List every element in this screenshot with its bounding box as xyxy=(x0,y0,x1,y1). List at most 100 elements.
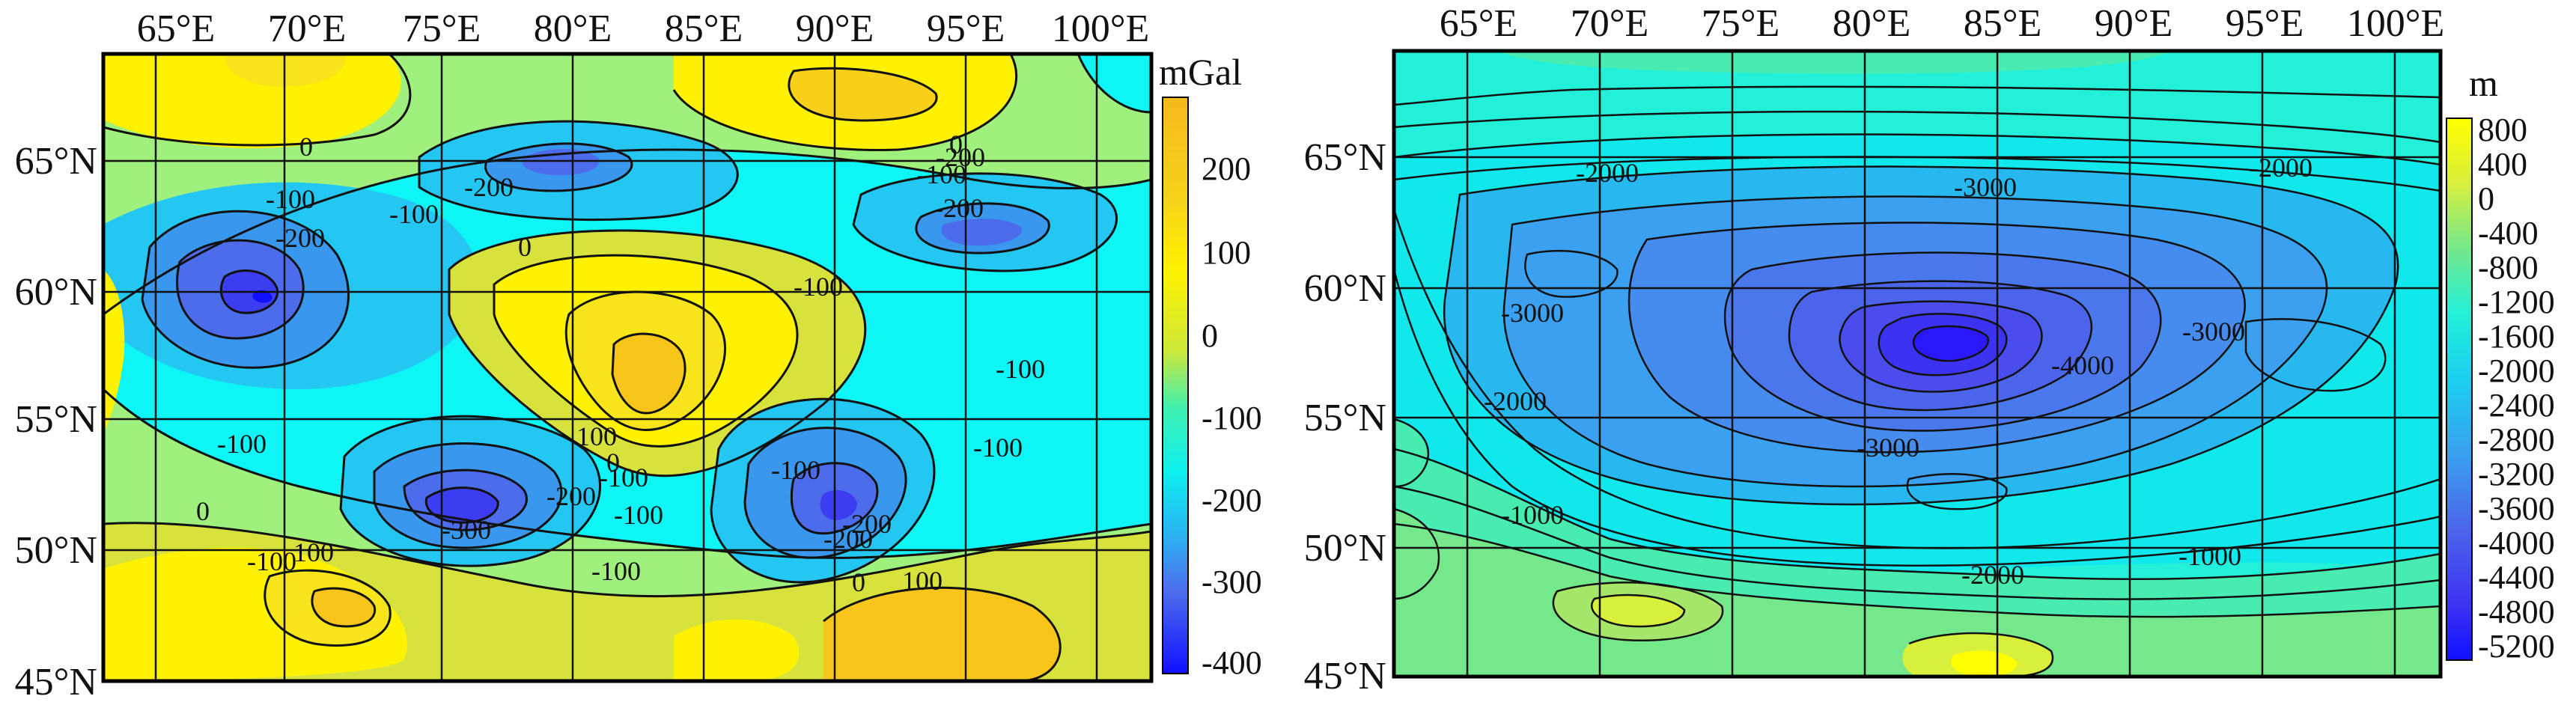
lon-tick-label: 100°E xyxy=(1052,7,1150,50)
contour-label: -4000 xyxy=(2051,350,2114,380)
contour-label: -100 xyxy=(973,433,1023,463)
gravity-contour-labels: 0 -100 -100 -200 -200 0 -100 -100 -200 0… xyxy=(196,129,1045,597)
colorbar-tick-label: 0 xyxy=(2478,180,2494,217)
topography-field xyxy=(1394,51,2440,677)
colorbar-tick-label: -3200 xyxy=(2478,456,2555,492)
lat-tick-label: 45°N xyxy=(1304,655,1386,698)
contour-label: -100 xyxy=(266,184,315,214)
contour-label: -3000 xyxy=(1857,433,1919,463)
contour-label: 0 xyxy=(949,129,963,159)
colorbar-tick-label: -3600 xyxy=(2478,490,2555,527)
lon-tick-label: 70°E xyxy=(1571,2,1649,45)
gravity-graticule xyxy=(103,54,1151,681)
topography-graticule xyxy=(1394,51,2440,677)
contour-label: -100 xyxy=(389,199,439,229)
contour-label: 100 xyxy=(902,566,943,596)
lon-tick-label: 90°E xyxy=(2095,2,2173,45)
lat-tick-label: 50°N xyxy=(1304,527,1386,570)
colorbar-tick-label: 200 xyxy=(1202,150,1251,187)
contour-label: -200 xyxy=(842,509,892,539)
colorbar-tick-label: -200 xyxy=(1202,482,1262,519)
contour-label: -2000 xyxy=(1961,560,2024,590)
lat-tick-label: 45°N xyxy=(15,661,97,704)
colorbar-tick-label: -300 xyxy=(1202,564,1262,600)
contour-label: 100 xyxy=(293,537,334,567)
topography-unit-label: m xyxy=(2469,62,2498,104)
contour-label: -3000 xyxy=(2182,317,2245,347)
colorbar-tick-label: -4000 xyxy=(2478,525,2555,561)
lon-tick-label: 65°E xyxy=(1440,2,1518,45)
contour-label: -100 xyxy=(771,455,820,485)
contour-label: -100 xyxy=(217,429,267,459)
contour-label: -100 xyxy=(917,159,966,189)
lon-tick-label: 95°E xyxy=(2226,2,2304,45)
contour-label: -1000 xyxy=(1501,500,1564,530)
colorbar-tick-label: 100 xyxy=(1202,234,1251,271)
lon-tick-label: 75°E xyxy=(1702,2,1780,45)
colorbar-tick-label: -4800 xyxy=(2478,593,2555,630)
lat-tick-label: 65°N xyxy=(15,140,97,183)
contour-label: 0 xyxy=(196,496,210,526)
gravity-lat-ticks: 65°N 60°N 55°N 50°N 45°N xyxy=(15,140,97,704)
colorbar-tick-label: -400 xyxy=(2478,215,2539,251)
contour-label: 0 xyxy=(852,567,865,597)
contour-label: -2000 xyxy=(1576,158,1639,188)
contour-label: 100 xyxy=(576,421,617,451)
contour-label: -300 xyxy=(442,515,491,545)
contour-label: -100 xyxy=(614,500,663,530)
contour-label: -100 xyxy=(591,556,641,586)
contour-label: -200 xyxy=(934,193,984,223)
lat-tick-label: 55°N xyxy=(15,398,97,441)
contour-label: -200 xyxy=(823,524,873,554)
lat-tick-label: 60°N xyxy=(15,271,97,314)
colorbar-tick-label: -2000 xyxy=(2478,353,2555,389)
lon-tick-label: 85°E xyxy=(1964,2,2042,45)
contour-label: -200 xyxy=(936,142,985,172)
colorbar-tick-label: -800 xyxy=(2478,249,2539,286)
contour-label: -200 xyxy=(275,223,325,253)
contour-label: -100 xyxy=(996,354,1045,384)
lon-tick-label: 75°E xyxy=(403,7,481,50)
topography-map-frame xyxy=(1392,49,2443,679)
colorbar-tick-label: -2400 xyxy=(2478,387,2555,424)
lon-tick-label: 85°E xyxy=(665,7,743,50)
contour-label: -100 xyxy=(794,272,843,302)
lon-tick-label: 65°E xyxy=(137,7,216,50)
colorbar-tick-label: 400 xyxy=(2478,146,2527,183)
topography-map-panel: -2000 -3000 -2000 -3000 -4000 -3000 -200… xyxy=(1304,2,2555,698)
gravity-unit-label: mGal xyxy=(1159,51,1242,93)
contour-label: -100 xyxy=(247,546,296,576)
colorbar-tick-label: -2800 xyxy=(2478,421,2555,458)
lon-tick-label: 100°E xyxy=(2347,2,2445,45)
lon-tick-label: 80°E xyxy=(534,7,612,50)
contour-label: 0 xyxy=(606,448,620,477)
colorbar-tick-label: 800 xyxy=(2478,112,2527,148)
lon-tick-label: 90°E xyxy=(796,7,874,50)
gravity-field xyxy=(103,54,1151,681)
contour-label: -2000 xyxy=(1484,386,1547,416)
topography-lon-ticks: 65°E 70°E 75°E 80°E 85°E 90°E 95°E 100°E xyxy=(1440,2,2445,45)
gravity-lon-ticks: 65°E 70°E 75°E 80°E 85°E 90°E 95°E 100°E xyxy=(137,7,1150,50)
lon-tick-label: 80°E xyxy=(1833,2,1911,45)
contour-label: -100 xyxy=(599,463,648,492)
lat-tick-label: 65°N xyxy=(1304,136,1386,179)
contour-label: -3000 xyxy=(1501,298,1564,328)
contour-label: -1000 xyxy=(2178,541,2241,571)
contour-label: -200 xyxy=(546,481,596,511)
colorbar-tick-label: -1200 xyxy=(2478,284,2555,320)
gravity-map-panel: 0 -100 -100 -200 -200 0 -100 -100 -200 0… xyxy=(15,7,1262,704)
contour-label: 0 xyxy=(518,232,532,262)
colorbar-tick-label: -1600 xyxy=(2478,318,2555,355)
contour-label: -2000 xyxy=(2250,153,2312,183)
topography-contour-labels: -2000 -3000 -2000 -3000 -4000 -3000 -200… xyxy=(1484,153,2312,590)
colorbar-tick-label: -5200 xyxy=(2478,628,2555,665)
lon-tick-label: 95°E xyxy=(927,7,1005,50)
lat-tick-label: 55°N xyxy=(1304,397,1386,439)
lat-tick-label: 60°N xyxy=(1304,267,1386,310)
contour-label: 0 xyxy=(299,132,313,162)
topography-colorbar: m 800 400 0 -400 -800 -1200 -1600 -2000 … xyxy=(2446,62,2555,665)
colorbar-tick-label: 0 xyxy=(1202,317,1218,354)
colorbar-tick-label: -4400 xyxy=(2478,559,2555,596)
topography-lat-ticks: 65°N 60°N 55°N 50°N 45°N xyxy=(1304,136,1386,698)
